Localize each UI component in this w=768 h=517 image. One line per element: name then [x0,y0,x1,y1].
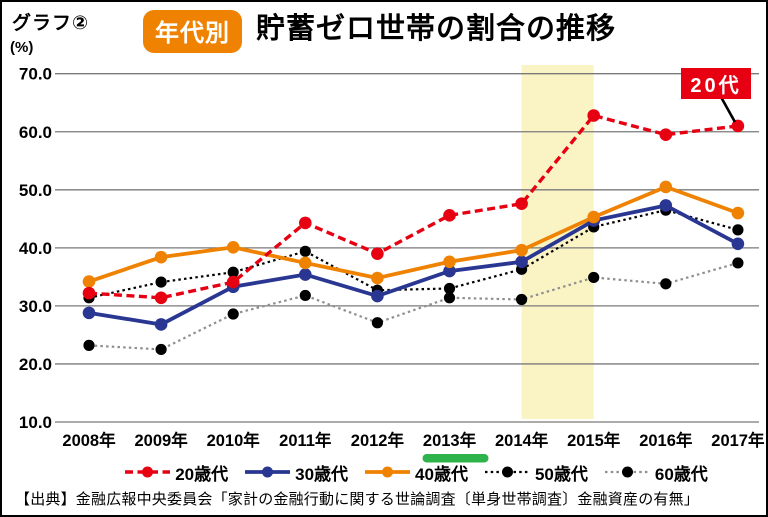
x-axis-tick-label: 2015年 [567,430,621,450]
data-point-30s-8 [659,199,673,212]
y-axis-tick-label: 50.0 [19,181,52,200]
data-point-20s-6 [515,197,528,211]
legend-item-50s: 50歳代 [484,460,588,485]
data-point-40s-4 [371,271,384,285]
data-point-30s-3 [299,268,312,281]
x-axis-tick-label: 2010年 [207,430,261,450]
y-axis-tick-label: 70.0 [19,65,52,84]
x-axis-tick-label: 2014年 [495,430,549,450]
data-point-20s-3 [299,216,312,230]
data-point-50s-2 [227,266,239,278]
data-point-50s-5 [443,282,456,295]
legend-swatch-50s [484,466,530,478]
graph-number-label: グラフ② [12,13,90,34]
x-axis-tick-label: 2008年 [62,430,116,450]
legend-label-20s: 20歳代 [175,464,229,484]
data-point-60s-5 [443,292,456,304]
data-point-20s-5 [443,209,456,222]
legend-label-40s: 40歳代 [415,464,468,484]
y-axis-tick-label: 20.0 [19,355,52,374]
data-point-60s-4 [371,317,383,329]
data-point-40s-1 [154,250,168,264]
series-line-30s [88,203,739,327]
x-axis-tick-label: 2016年 [639,430,693,450]
x-axis-tick-label: 2009年 [134,430,188,450]
x-axis-tick-label: 2013年 [423,430,477,450]
data-point-30s-6 [515,255,528,269]
data-point-30s-1 [154,318,168,331]
data-point-20s-0 [82,286,96,300]
legend-item-60s: 60歳代 [604,460,708,485]
data-point-60s-2 [227,308,239,320]
data-point-50s-9 [732,224,744,236]
y-axis-unit-label: (%) [10,39,34,56]
y-axis-tick-label: 30.0 [19,297,52,316]
y-axis-tick-label: 10.0 [19,413,52,432]
y-axis-tick-label: 40.0 [19,239,52,258]
legend-label-50s: 50歳代 [534,464,588,484]
series-callout-20s: 20代 [681,68,751,99]
x-axis-tick-label: 2012年 [351,430,405,450]
data-point-20s-1 [154,291,168,305]
data-point-40s-8 [659,180,673,194]
data-point-40s-6 [515,243,528,257]
data-point-50s-3 [299,245,311,257]
legend-item-30s: 30歳代 [244,460,348,485]
data-point-60s-7 [588,271,600,284]
data-point-60s-9 [732,257,744,269]
data-point-40s-3 [299,256,312,270]
data-point-30s-5 [443,264,456,278]
series-line-40s [88,184,739,284]
legend-swatch-30s [245,466,291,478]
data-point-60s-3 [299,289,311,302]
legend-swatch-20s [125,466,171,478]
x-axis-tick-label: 2011年 [279,430,332,450]
page-title: 貯蓄ゼロ世帯の割合の推移 [256,13,617,45]
y-axis-tick-label: 60.0 [19,123,52,142]
data-point-50s-1 [155,276,167,288]
series-line-60s [88,261,739,351]
x-axis-tick-label: 2017年 [711,430,765,450]
data-point-60s-6 [516,293,528,306]
data-point-40s-0 [82,275,96,288]
age-group-badge: 年代別 [143,10,242,53]
source-citation: 【出典】金融広報中央委員会「家計の金融行動に関する世論調査〔単身世帯調査〕金融資… [15,492,700,508]
data-point-30s-9 [731,237,745,251]
data-point-60s-8 [660,278,672,290]
data-point-20s-9 [731,119,745,133]
legend-swatch-40s [365,466,411,478]
data-point-40s-5 [443,255,456,269]
data-point-30s-4 [371,289,384,303]
data-point-60s-1 [155,343,167,356]
data-point-60s-0 [83,339,95,351]
callout-connector-line [719,96,737,123]
data-point-20s-2 [226,275,240,289]
legend-swatch-60s [604,466,650,478]
series-line-50s [88,208,739,299]
legend-item-40s: 40歳代 [364,460,468,485]
data-point-40s-7 [587,210,600,224]
data-point-30s-0 [82,306,96,320]
data-point-20s-7 [587,109,600,122]
legend-label-60s: 60歳代 [654,464,708,484]
data-point-20s-8 [659,128,673,141]
legend-label-30s: 30歳代 [295,464,349,484]
data-point-20s-4 [371,247,384,260]
chart-legend: 20歳代 30歳代 40歳代 50歳代 60歳代 [2,459,766,485]
x-label-underline [422,454,489,463]
data-point-40s-2 [226,240,240,254]
legend-item-20s: 20歳代 [124,460,228,485]
data-point-40s-9 [731,206,745,220]
